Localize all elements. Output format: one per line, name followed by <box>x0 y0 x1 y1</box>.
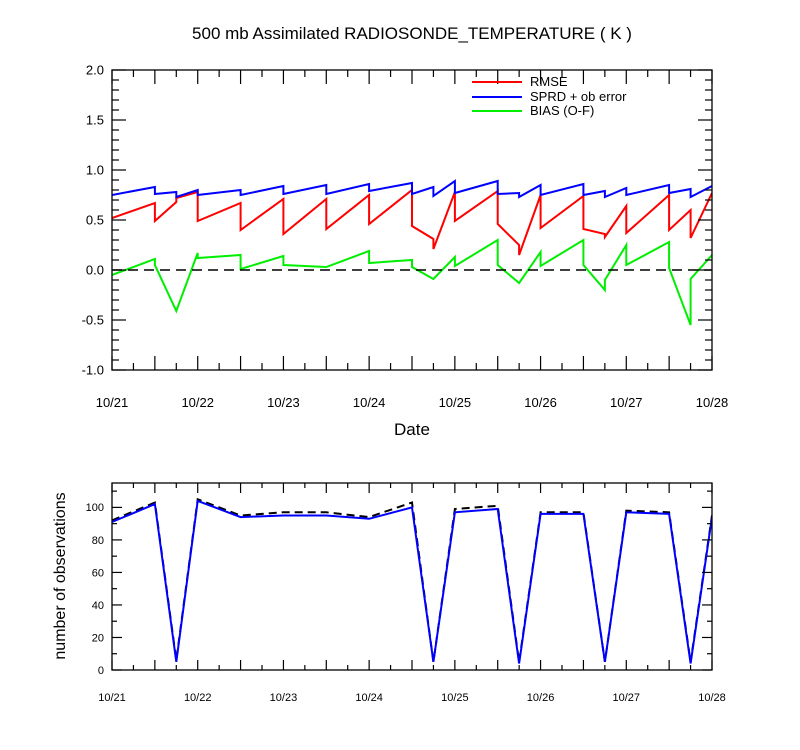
top-series-line-1 <box>112 179 712 199</box>
top-x-tick-label: 10/26 <box>524 395 557 410</box>
bottom-y-axis-label: number of observations <box>52 492 69 659</box>
top-x-tick-label: 10/24 <box>353 395 386 410</box>
top-series-line-2 <box>112 238 712 326</box>
bottom-y-tick-label: 0 <box>98 665 104 677</box>
bottom-ticks <box>111 483 713 671</box>
top-x-tick-label: 10/27 <box>610 395 643 410</box>
bottom-y-tick-label: 40 <box>92 600 104 612</box>
top-chart-title: 500 mb Assimilated RADIOSONDE_TEMPERATUR… <box>192 24 632 43</box>
top-y-tick-label: 1.5 <box>86 113 104 128</box>
legend-label-bias: BIAS (O-F) <box>530 103 594 118</box>
bottom-series-line-1 <box>112 499 712 664</box>
top-series-group <box>112 179 712 326</box>
top-y-tick-label: 0.5 <box>86 213 104 228</box>
bottom-x-tick-labels: 10/21 10/22 10/23 10/24 10/25 10/26 10/27 10/28 <box>98 692 726 704</box>
bottom-x-tick-label: 10/22 <box>184 692 212 704</box>
bottom-x-tick-label: 10/24 <box>355 692 383 704</box>
bottom-x-tick-label: 10/25 <box>441 692 469 704</box>
top-y-tick-label: -1.0 <box>82 363 104 378</box>
bottom-x-tick-label: 10/27 <box>613 692 641 704</box>
top-x-tick-labels: 10/21 10/22 10/23 10/24 10/25 10/26 10/27 10/28 <box>96 395 729 410</box>
top-y-tick-label: 2.0 <box>86 63 104 78</box>
top-ticks <box>111 69 713 371</box>
bottom-x-tick-label: 10/23 <box>270 692 298 704</box>
bottom-y-tick-label: 100 <box>86 502 104 514</box>
top-x-tick-label: 10/25 <box>439 395 472 410</box>
bottom-x-tick-label: 10/26 <box>527 692 555 704</box>
top-x-tick-label: 10/22 <box>181 395 214 410</box>
top-x-axis-label: Date <box>394 420 430 439</box>
top-y-tick-labels: -1.0 -0.5 0.0 0.5 1.0 1.5 2.0 <box>82 63 104 378</box>
top-x-tick-label: 10/23 <box>267 395 300 410</box>
legend: RMSE SPRD + ob error BIAS (O-F) <box>472 74 627 118</box>
bottom-y-tick-label: 60 <box>92 567 104 579</box>
bottom-x-tick-label: 10/21 <box>98 692 126 704</box>
top-chart: 500 mb Assimilated RADIOSONDE_TEMPERATUR… <box>82 24 729 439</box>
top-y-tick-label: 0.0 <box>86 263 104 278</box>
top-y-tick-label: -0.5 <box>82 313 104 328</box>
top-x-tick-label: 10/28 <box>696 395 729 410</box>
bottom-series-line-0 <box>112 497 712 663</box>
bottom-y-tick-label: 80 <box>92 535 104 547</box>
top-y-tick-label: 1.0 <box>86 163 104 178</box>
bottom-x-tick-label: 10/28 <box>698 692 726 704</box>
top-x-tick-label: 10/21 <box>96 395 129 410</box>
legend-label-rmse: RMSE <box>530 74 568 89</box>
bottom-y-tick-labels: 0 20 40 60 80 100 <box>86 502 104 677</box>
bottom-series-group <box>112 497 712 664</box>
legend-label-sprd: SPRD + ob error <box>530 89 627 104</box>
bottom-y-tick-label: 20 <box>92 632 104 644</box>
top-series-line-0 <box>112 187 712 256</box>
